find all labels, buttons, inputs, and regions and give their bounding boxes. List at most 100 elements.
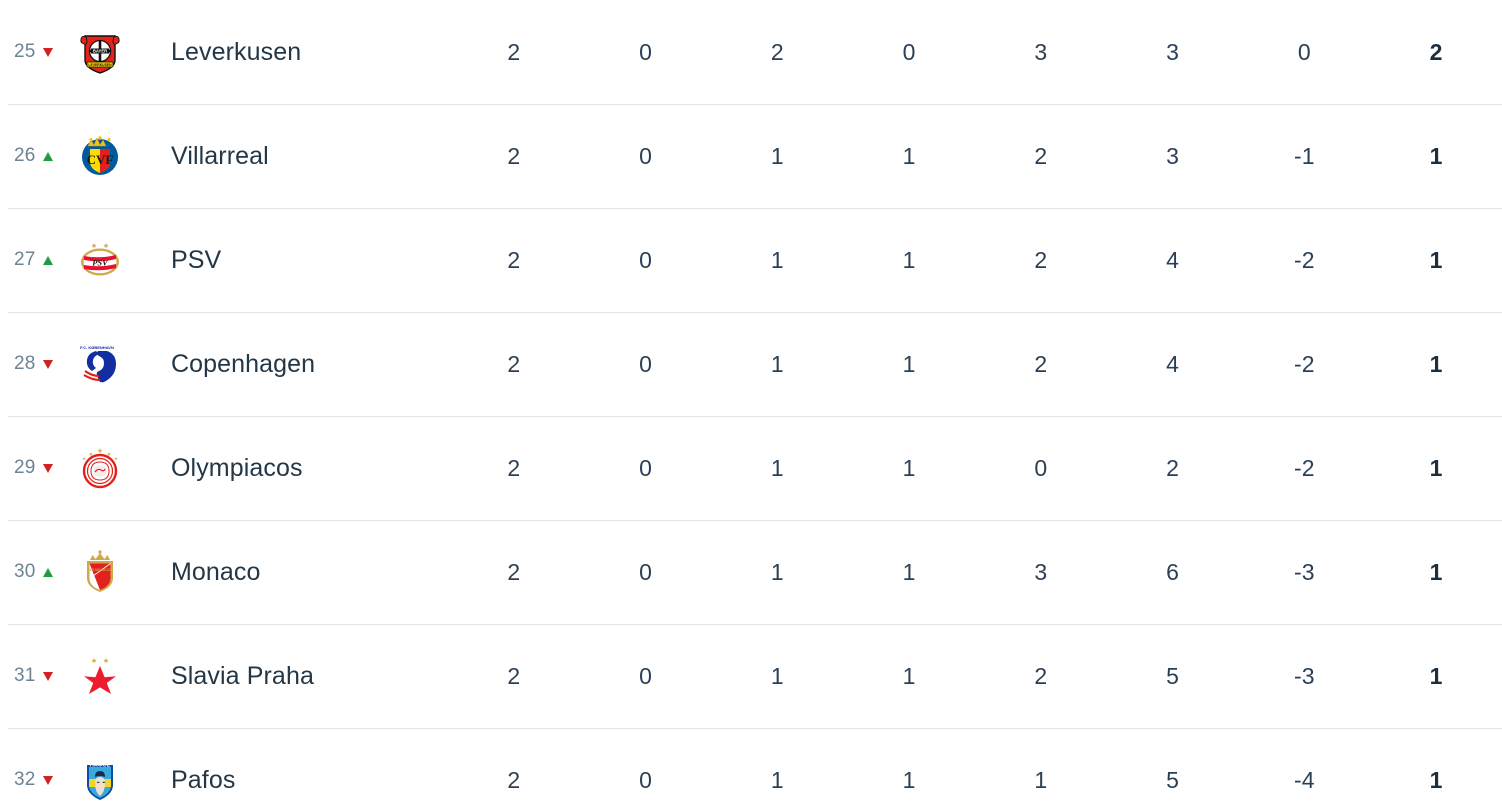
team-name-cell[interactable]: Copenhagen	[138, 350, 448, 379]
stat-draws: 2	[770, 38, 784, 65]
rank-cell: 32	[0, 769, 62, 791]
monaco-crest-icon: AS MONACO	[87, 550, 113, 592]
svg-text:★: ★	[97, 447, 103, 455]
olympiacos-crest-icon: ★ ★ ★ ★ ★	[82, 447, 119, 489]
team-crest[interactable]: ΠΑΦΟΣ F.C.	[62, 757, 138, 802]
table-row[interactable]: 25 BAYER LEVERKUSEN Leverkusen 2 0 2 0 3 3 0 2	[0, 0, 1502, 104]
movement-down-icon	[42, 359, 53, 369]
team-name-cell[interactable]: Leverkusen	[138, 38, 448, 67]
table-row[interactable]: 28 F.C. KØBENHAVN Copenhagen 2 0 1 1 2 4 -2 1	[0, 312, 1502, 416]
stat-draws: 1	[770, 246, 784, 273]
stats-cells: 2 0 2 0 3 3 0 2	[448, 39, 1502, 66]
stat-goal-difference: -3	[1293, 558, 1315, 585]
stat-wins: 0	[639, 662, 653, 689]
stat-matches-played: 2	[507, 38, 521, 65]
stat-points: 1	[1429, 142, 1443, 169]
stat-wins: 0	[639, 558, 653, 585]
svg-text:ΠΑΦΟΣ: ΠΑΦΟΣ	[90, 763, 111, 769]
movement-down-icon	[42, 775, 53, 785]
stat-goal-difference: -4	[1293, 766, 1315, 793]
stat-goal-difference: -1	[1293, 142, 1315, 169]
team-crest[interactable]: PSV ★ ★	[62, 237, 138, 283]
table-row[interactable]: 31 ★ ★ Slavia Praha 2 0 1 1 2 5 -3 1	[0, 624, 1502, 728]
rank-number: 31	[14, 665, 36, 686]
table-row[interactable]: 30 AS MONACO Monaco 2 0 1 1 3 6 -3 1	[0, 520, 1502, 624]
stat-draws: 1	[770, 454, 784, 481]
stat-goals-against: 5	[1166, 662, 1180, 689]
stat-draws: 1	[770, 662, 784, 689]
table-row[interactable]: 32 ΠΑΦΟΣ F.C. Pafos 2 0 1 1 1 5 -4 1	[0, 728, 1502, 802]
rank-cell: 30	[0, 561, 62, 583]
stat-goals-for: 1	[1034, 766, 1048, 793]
rank-number: 30	[14, 561, 36, 582]
team-name-cell[interactable]: Villarreal	[138, 142, 448, 171]
stats-cells: 2 0 1 1 2 5 -3 1	[448, 663, 1502, 690]
stat-losses: 1	[902, 662, 916, 689]
stat-goals-against: 2	[1166, 454, 1180, 481]
team-crest[interactable]: AS MONACO	[62, 549, 138, 595]
rank-cell: 26	[0, 145, 62, 167]
svg-text:BAYER: BAYER	[93, 49, 107, 54]
svg-text:★: ★	[114, 456, 119, 461]
table-row[interactable]: 27 PSV ★ ★ PSV 2 0 1 1 2 4 -2 1	[0, 208, 1502, 312]
team-crest[interactable]: CVF	[62, 133, 138, 179]
stat-goal-difference: -2	[1293, 350, 1315, 377]
stat-losses: 1	[902, 142, 916, 169]
movement-down-icon	[42, 463, 53, 473]
stat-wins: 0	[639, 38, 653, 65]
stat-points: 1	[1429, 662, 1443, 689]
svg-text:★: ★	[103, 242, 109, 250]
stat-matches-played: 2	[507, 662, 521, 689]
stats-cells: 2 0 1 1 2 4 -2 1	[448, 247, 1502, 274]
team-crest[interactable]: F.C. KØBENHAVN	[62, 341, 138, 387]
team-name-cell[interactable]: PSV	[138, 246, 448, 275]
team-name: Olympiacos	[171, 453, 303, 482]
stat-matches-played: 2	[507, 142, 521, 169]
team-name-cell[interactable]: Monaco	[138, 558, 448, 587]
stat-wins: 0	[639, 142, 653, 169]
stat-draws: 1	[770, 142, 784, 169]
stats-cells: 2 0 1 1 3 6 -3 1	[448, 559, 1502, 586]
team-crest[interactable]: BAYER LEVERKUSEN	[62, 29, 138, 75]
stat-points: 1	[1429, 246, 1443, 273]
team-name-cell[interactable]: Olympiacos	[138, 454, 448, 483]
stat-goals-against: 3	[1166, 38, 1180, 65]
stat-goals-for: 2	[1034, 142, 1048, 169]
stat-draws: 1	[770, 558, 784, 585]
stat-goal-difference: -3	[1293, 662, 1315, 689]
stat-points: 2	[1429, 38, 1443, 65]
team-name: PSV	[171, 245, 222, 274]
movement-down-icon	[42, 671, 53, 681]
rank-number: 25	[14, 41, 36, 62]
team-name-cell[interactable]: Pafos	[138, 766, 448, 795]
stat-goals-against: 4	[1166, 246, 1180, 273]
svg-text:★: ★	[89, 451, 94, 458]
stats-cells: 2 0 1 1 2 3 -1 1	[448, 143, 1502, 170]
svg-text:PSV: PSV	[92, 258, 109, 268]
svg-text:F.C. KØBENHAVN: F.C. KØBENHAVN	[80, 345, 114, 350]
rank-cell: 31	[0, 665, 62, 687]
team-crest[interactable]: ★ ★	[62, 653, 138, 699]
stat-points: 1	[1429, 558, 1443, 585]
svg-text:★: ★	[91, 242, 97, 250]
stat-goal-difference: -2	[1293, 454, 1315, 481]
stat-matches-played: 2	[507, 766, 521, 793]
svg-text:F.C.: F.C.	[98, 759, 103, 763]
team-name-cell[interactable]: Slavia Praha	[138, 662, 448, 691]
table-row[interactable]: 26 CVF Villarreal 2 0 1 1 2 3 -1 1	[0, 104, 1502, 208]
rank-number: 28	[14, 353, 36, 374]
pafos-crest-icon: ΠΑΦΟΣ F.C.	[87, 759, 113, 800]
slavia-praha-crest-icon: ★ ★	[84, 657, 116, 694]
rank-number: 26	[14, 145, 36, 166]
stat-wins: 0	[639, 454, 653, 481]
movement-up-icon	[42, 567, 53, 577]
stat-points: 1	[1429, 454, 1443, 481]
stat-goals-for: 2	[1034, 662, 1048, 689]
table-row[interactable]: 29 ★ ★ ★ ★ ★ Olympiacos 2 0 1 1 0 2 -2 1	[0, 416, 1502, 520]
stats-cells: 2 0 1 1 0 2 -2 1	[448, 455, 1502, 482]
leverkusen-crest-icon: BAYER LEVERKUSEN	[80, 35, 120, 74]
team-crest[interactable]: ★ ★ ★ ★ ★	[62, 445, 138, 491]
team-name: Villarreal	[171, 141, 269, 170]
team-name: Slavia Praha	[171, 661, 314, 690]
